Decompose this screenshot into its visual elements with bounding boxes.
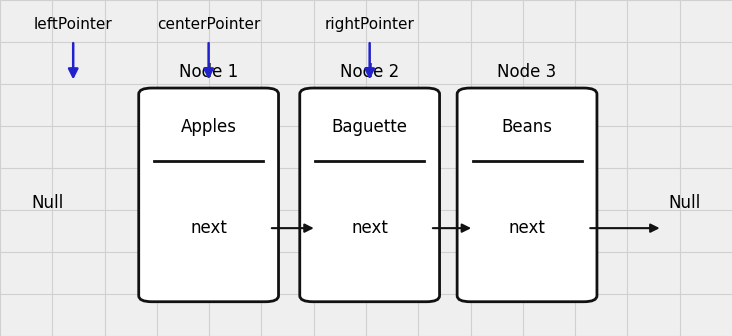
Text: next: next [509, 219, 545, 237]
Text: Null: Null [31, 194, 64, 212]
Text: Node 1: Node 1 [179, 62, 238, 81]
Text: Beans: Beans [501, 118, 553, 136]
Text: leftPointer: leftPointer [34, 17, 113, 32]
FancyBboxPatch shape [300, 88, 439, 302]
Text: Node 2: Node 2 [340, 62, 399, 81]
Text: next: next [190, 219, 227, 237]
Text: centerPointer: centerPointer [157, 17, 261, 32]
FancyBboxPatch shape [138, 88, 278, 302]
Text: Apples: Apples [181, 118, 236, 136]
Text: Baguette: Baguette [332, 118, 408, 136]
Text: Null: Null [668, 194, 701, 212]
Text: Node 3: Node 3 [498, 62, 556, 81]
FancyBboxPatch shape [457, 88, 597, 302]
Text: next: next [351, 219, 388, 237]
Text: rightPointer: rightPointer [325, 17, 414, 32]
